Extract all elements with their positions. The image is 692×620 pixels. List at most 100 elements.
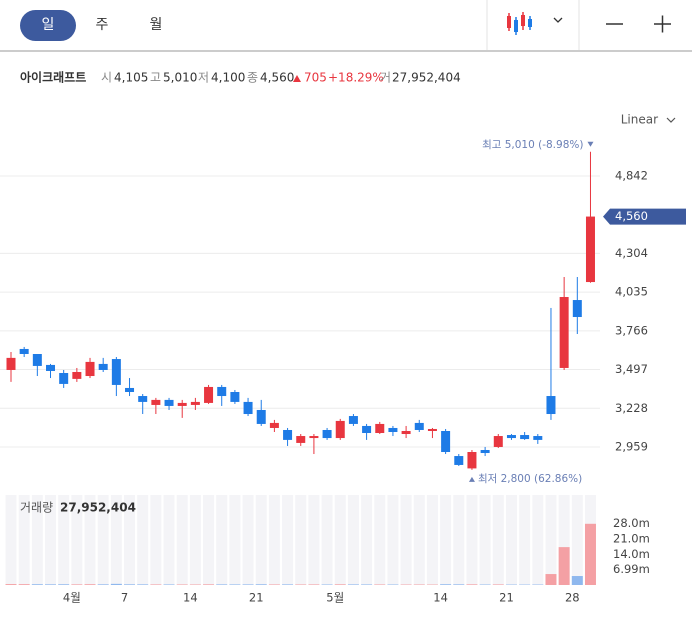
volume-slot xyxy=(176,495,188,585)
volume-slot xyxy=(242,495,254,585)
volume-bar xyxy=(321,584,333,585)
volume-tick-label: 21.0m xyxy=(613,532,650,546)
volume-bar xyxy=(84,584,96,585)
volume-slot xyxy=(334,495,346,585)
x-tick-label: 21 xyxy=(249,591,264,605)
last-price-label: 4,560 xyxy=(615,209,648,223)
volume-slot xyxy=(163,495,175,585)
volume-bar xyxy=(31,584,43,585)
volume-slot xyxy=(150,495,162,585)
volume-slot xyxy=(479,495,491,585)
volume-bar xyxy=(413,584,425,585)
candle-body xyxy=(296,436,306,443)
volume-bar xyxy=(440,584,452,585)
volume-bar xyxy=(374,584,386,585)
volume-total: 27,952,404 xyxy=(60,501,136,515)
candle-body xyxy=(85,361,95,377)
volume-bar xyxy=(163,584,175,585)
volume-bar xyxy=(189,584,201,585)
tab-pill[interactable] xyxy=(20,10,76,41)
volume-bar xyxy=(295,584,307,585)
volume-bar xyxy=(268,584,280,585)
candle-body xyxy=(533,436,543,440)
volume-slot xyxy=(189,495,201,585)
volume-bar xyxy=(216,584,228,585)
y-tick-label: 4,304 xyxy=(615,246,648,260)
tab[interactable]: 일 xyxy=(42,17,55,33)
x-tick-label: 5월 xyxy=(326,591,344,605)
volume-bar xyxy=(584,523,596,585)
volume-bar xyxy=(18,584,30,585)
volume-slot xyxy=(268,495,280,585)
candle-body xyxy=(269,422,279,428)
scale-chevron[interactable] xyxy=(666,117,676,123)
volume-slot xyxy=(5,495,17,585)
volume-slot xyxy=(387,495,399,585)
volume-slot xyxy=(400,495,412,585)
candle-body xyxy=(401,430,411,435)
header-value: 4,560 xyxy=(260,71,294,85)
volume-slot xyxy=(571,495,583,585)
candle-body xyxy=(546,396,556,415)
x-tick-label: 14 xyxy=(433,591,448,605)
candle-body xyxy=(309,436,319,439)
volume-slot xyxy=(295,495,307,585)
volume-bar xyxy=(110,583,122,585)
volume-slot xyxy=(426,495,438,585)
volume-bar xyxy=(242,584,254,585)
tab[interactable]: 월 xyxy=(150,17,163,33)
candle-body xyxy=(441,430,451,453)
volume-slot xyxy=(97,495,109,585)
volume-slot xyxy=(216,495,228,585)
volume-bar xyxy=(308,584,320,585)
header-value: 4,100 xyxy=(211,71,245,85)
volume-bar xyxy=(5,584,17,585)
volume-slot xyxy=(229,495,241,585)
volume-bar xyxy=(334,584,346,585)
volume-slot xyxy=(545,495,557,585)
volume-bar xyxy=(361,584,373,585)
header-label: 고 xyxy=(150,71,161,85)
scale-mode[interactable]: Linear xyxy=(621,113,658,127)
volume-tick-label: 14.0m xyxy=(613,547,650,561)
candle-body xyxy=(348,416,358,424)
volume-bar xyxy=(347,584,359,585)
volume-slot xyxy=(110,495,122,585)
header-value: 5,010 xyxy=(163,71,197,85)
volume-title: 거래량 xyxy=(20,501,53,515)
candle-body xyxy=(190,401,200,405)
volume-slot xyxy=(558,495,570,585)
min-label: 최저 2,800 (62.86%) xyxy=(478,473,582,485)
volume-slot xyxy=(347,495,359,585)
candle-body xyxy=(585,216,595,283)
volume-slot xyxy=(505,495,517,585)
volume-slot xyxy=(440,495,452,585)
chart-type-icon[interactable] xyxy=(507,12,532,35)
volume-tick-label: 28.0m xyxy=(613,516,650,530)
candle-body xyxy=(151,399,161,405)
tab[interactable]: 주 xyxy=(96,17,109,33)
y-tick-label: 4,035 xyxy=(615,285,648,299)
candle-body xyxy=(520,435,530,440)
x-tick-label: 28 xyxy=(565,591,580,605)
zoom-in[interactable] xyxy=(654,15,671,33)
volume-bar xyxy=(558,547,570,585)
x-tick-label: 14 xyxy=(183,591,198,605)
header-value: 4,105 xyxy=(114,71,148,85)
dropdown-chevron[interactable] xyxy=(553,17,563,23)
volume-slot xyxy=(255,495,267,585)
max-marker xyxy=(587,141,594,147)
stock-name: 아이크래프트 xyxy=(20,70,86,85)
candle-body xyxy=(19,348,29,355)
candle-body xyxy=(111,359,121,385)
candle-body xyxy=(217,386,227,397)
volume-slot xyxy=(361,495,373,585)
y-tick-label: 3,766 xyxy=(615,323,648,337)
candle-body xyxy=(467,452,477,469)
candle-body xyxy=(427,428,437,431)
candle-body xyxy=(362,425,372,434)
candle-body xyxy=(335,420,345,439)
volume-slot xyxy=(45,495,57,585)
volume-bar xyxy=(282,584,294,585)
volume-slot xyxy=(282,495,294,585)
